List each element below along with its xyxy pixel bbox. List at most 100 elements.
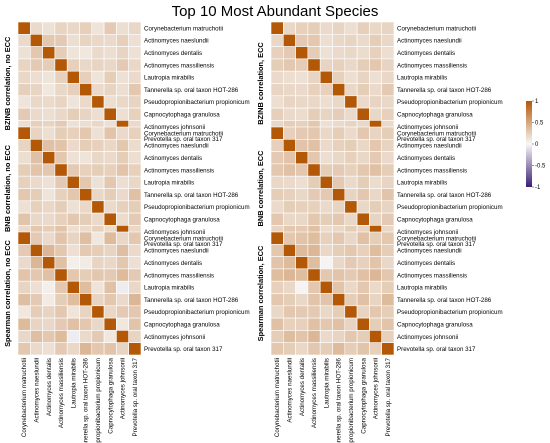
heatmap-cell bbox=[307, 188, 321, 202]
heatmap-cell bbox=[79, 46, 93, 60]
heatmap-cell bbox=[319, 280, 333, 294]
heatmap-cell bbox=[91, 212, 105, 226]
heatmap-cell bbox=[116, 139, 130, 152]
heatmap-cell bbox=[381, 293, 395, 307]
heatmap-cell bbox=[369, 21, 382, 35]
heatmap-cell bbox=[42, 175, 56, 189]
heatmap-cell bbox=[54, 126, 68, 140]
row-label: Actinomyces naeslundii bbox=[144, 143, 209, 150]
column-label: Actinomyces dentalis bbox=[299, 358, 306, 416]
heatmap-cell bbox=[17, 107, 31, 121]
heatmap-cell bbox=[381, 212, 395, 226]
heatmap-cell bbox=[307, 256, 321, 270]
heatmap-cell bbox=[282, 21, 296, 35]
heatmap-cell bbox=[369, 33, 382, 47]
heatmap-cell bbox=[91, 70, 105, 84]
heatmap-cell bbox=[356, 126, 370, 140]
heatmap-cell bbox=[42, 21, 56, 35]
heatmap-cell bbox=[307, 95, 321, 109]
heatmap-cell bbox=[42, 342, 56, 356]
heatmap-cell bbox=[344, 256, 358, 270]
heatmap-cell bbox=[295, 188, 309, 202]
heatmap-cell bbox=[29, 305, 43, 319]
heatmap-cell bbox=[295, 256, 309, 270]
heatmap-cell bbox=[356, 200, 370, 214]
heatmap-cell bbox=[79, 305, 93, 319]
heatmap-cell bbox=[356, 46, 370, 60]
row-label: Actinomyces johnsonii bbox=[397, 229, 458, 236]
row-label: Pseudopropionibacterium propionicum bbox=[144, 99, 250, 106]
heatmap-cell bbox=[54, 21, 68, 35]
heatmap-cell bbox=[29, 21, 43, 35]
heatmap-cell bbox=[103, 305, 117, 319]
row-label: Prevotella sp. oral taxon 317 bbox=[144, 136, 223, 143]
heatmap-cell bbox=[381, 188, 395, 202]
heatmap-cell bbox=[282, 175, 296, 189]
heatmap-cell bbox=[29, 293, 43, 307]
heatmap-cell bbox=[319, 256, 333, 270]
heatmap-cell bbox=[307, 107, 321, 121]
heatmap-cell bbox=[381, 330, 395, 343]
heatmap-cell bbox=[319, 95, 333, 109]
column-label: Capnocytophaga granulosa bbox=[360, 357, 367, 433]
heatmap-cell bbox=[128, 126, 142, 140]
row-label: Pseudopropionibacterium propionicum bbox=[397, 204, 503, 211]
heatmap-cell bbox=[116, 95, 130, 109]
heatmap-cell bbox=[307, 21, 321, 35]
row-label: Capnocytophaga granulosa bbox=[397, 321, 473, 328]
heatmap-cell bbox=[54, 280, 68, 294]
heatmap-cell bbox=[66, 175, 80, 189]
heatmap-cell bbox=[17, 139, 31, 152]
heatmap-cell bbox=[369, 231, 382, 245]
heatmap-cell bbox=[270, 151, 284, 165]
heatmap-cell bbox=[66, 163, 80, 177]
heatmap-cell bbox=[270, 95, 284, 109]
heatmap-cell bbox=[381, 280, 395, 294]
heatmap-cell bbox=[54, 256, 68, 270]
heatmap-cell bbox=[17, 256, 31, 270]
heatmap-cell bbox=[116, 46, 130, 60]
heatmap-cell bbox=[29, 280, 43, 294]
row-label: Actinomyces johnsonii bbox=[397, 334, 458, 341]
heatmap-cell bbox=[332, 175, 346, 189]
heatmap-cell bbox=[295, 70, 309, 84]
heatmap-cell bbox=[54, 151, 68, 165]
row-label: Actinomyces naeslundii bbox=[397, 143, 462, 150]
heatmap-cell bbox=[344, 188, 358, 202]
heatmap-cell bbox=[42, 139, 56, 152]
heatmap-cell bbox=[356, 95, 370, 109]
heatmap-cell bbox=[295, 268, 309, 282]
heatmap-cell bbox=[103, 70, 117, 84]
column-label: Actinomyces naeslundii bbox=[286, 358, 293, 423]
chart-title: Top 10 Most Abundant Species bbox=[172, 3, 379, 20]
heatmap-cell bbox=[344, 151, 358, 165]
heatmap-cell bbox=[79, 212, 93, 226]
heatmap-cell bbox=[332, 126, 346, 140]
heatmap-cell bbox=[319, 70, 333, 84]
heatmap-cell bbox=[307, 175, 321, 189]
heatmap-cell bbox=[270, 139, 284, 152]
row-label: Actinomyces johnsonii bbox=[144, 124, 205, 131]
heatmap-cell bbox=[79, 126, 93, 140]
heatmap-cell bbox=[42, 231, 56, 245]
heatmap-cell bbox=[307, 305, 321, 319]
heatmap-cell bbox=[79, 70, 93, 84]
heatmap-cell bbox=[282, 342, 296, 356]
heatmap-cell bbox=[319, 21, 333, 35]
row-label: Actinomyces naeslundii bbox=[397, 38, 462, 45]
heatmap-cell bbox=[282, 280, 296, 294]
heatmap-cell bbox=[79, 139, 93, 152]
heatmap-cell bbox=[356, 280, 370, 294]
heatmap-cell bbox=[369, 342, 382, 356]
heatmap-cell bbox=[17, 33, 31, 47]
heatmap-cell bbox=[29, 58, 43, 72]
heatmap-cell bbox=[295, 46, 309, 60]
heatmap-cell bbox=[17, 305, 31, 319]
heatmap-cell bbox=[270, 70, 284, 84]
heatmap-cell bbox=[128, 330, 142, 343]
heatmap-cell bbox=[381, 317, 395, 331]
heatmap-cell bbox=[381, 46, 395, 60]
heatmap-cell bbox=[128, 231, 142, 245]
heatmap-cell bbox=[282, 293, 296, 307]
heatmap-cell bbox=[332, 305, 346, 319]
